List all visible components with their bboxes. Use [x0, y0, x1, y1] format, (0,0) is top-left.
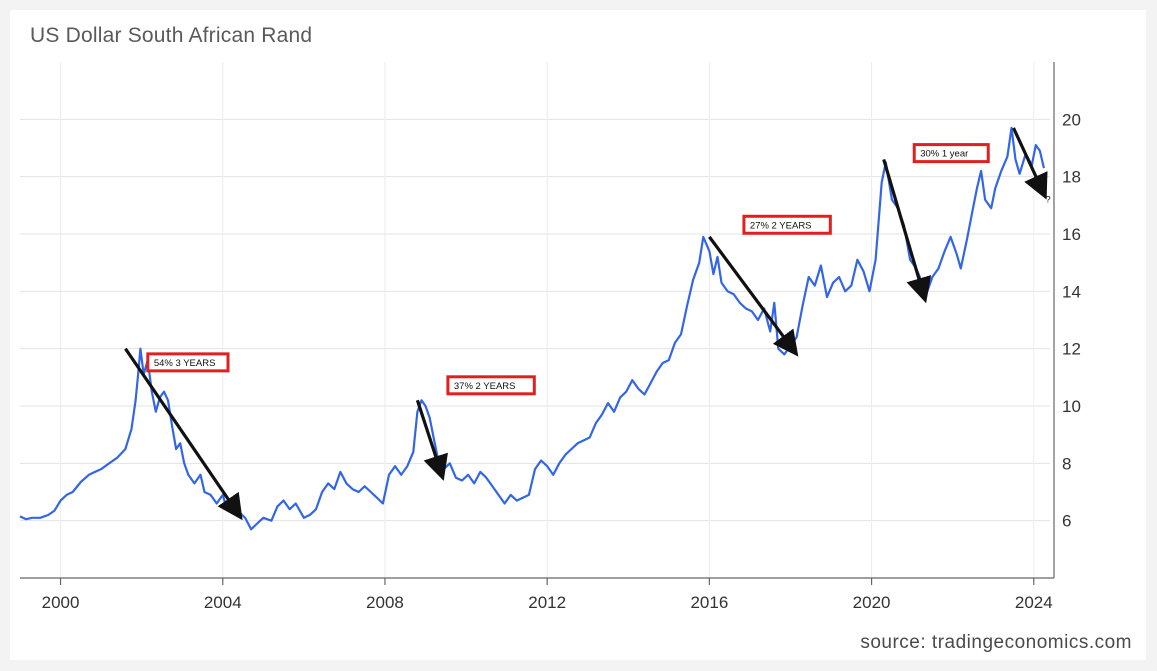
chart-frame: US Dollar South African Rand 6 8 10 12 14 16 1…: [10, 10, 1146, 660]
x-tick-label: 2016: [690, 593, 728, 612]
annotation-box: [446, 375, 536, 396]
annotations: 54% 3 YEARS 37% 2 YEARS 27% 2 YEARS 30% 1 y…: [124, 127, 1051, 521]
annotation-box: [146, 352, 230, 373]
x-tick-label: 2020: [853, 593, 891, 612]
y-tick-label: 6: [1062, 512, 1071, 531]
annotation-box: [912, 143, 990, 164]
x-tick-label: 2024: [1015, 593, 1053, 612]
chart-title: US Dollar South African Rand: [30, 24, 313, 47]
y-tick-label: 10: [1062, 397, 1081, 416]
y-tick-label: 16: [1062, 225, 1081, 244]
annotation-label: 54% 3 YEARS: [154, 358, 216, 369]
y-tick-label: 12: [1062, 340, 1081, 359]
plot-area: [19, 126, 1045, 531]
line-chart: 6 8 10 12 14 16 18 20 2000 2004 2008 2012 2016 2020 20…: [19, 62, 1081, 612]
x-tick-label: 2012: [528, 593, 566, 612]
annotation-box: [742, 214, 832, 235]
annotation-label: 30% 1 year: [920, 149, 968, 160]
annotation-arrow: [708, 235, 799, 357]
y-tick-label: 18: [1062, 168, 1081, 187]
x-tick-label: 2000: [42, 593, 80, 612]
annotation-question-mark: ?: [1045, 194, 1050, 205]
annotation-arrow: [124, 347, 243, 521]
y-tick-label: 20: [1062, 110, 1081, 129]
source-note: source: tradingeconomics.com: [860, 632, 1132, 653]
annotation-arrow: [882, 159, 932, 304]
grid: [20, 62, 1050, 578]
tick-labels: 6 8 10 12 14 16 18 20 2000 2004 2008 2012 2016 2020 20…: [42, 110, 1081, 612]
x-tick-label: 2004: [204, 593, 242, 612]
y-tick-label: 8: [1062, 454, 1071, 473]
annotation-arrow: [1012, 127, 1048, 200]
y-tick-label: 14: [1062, 282, 1081, 301]
x-tick-label: 2008: [366, 593, 404, 612]
axes: [20, 62, 1055, 585]
annotation-arrow: [415, 399, 448, 481]
annotation-label: 27% 2 YEARS: [750, 220, 812, 231]
annotation-label: 37% 2 YEARS: [454, 381, 516, 392]
data-line-series-0: [19, 126, 1045, 531]
